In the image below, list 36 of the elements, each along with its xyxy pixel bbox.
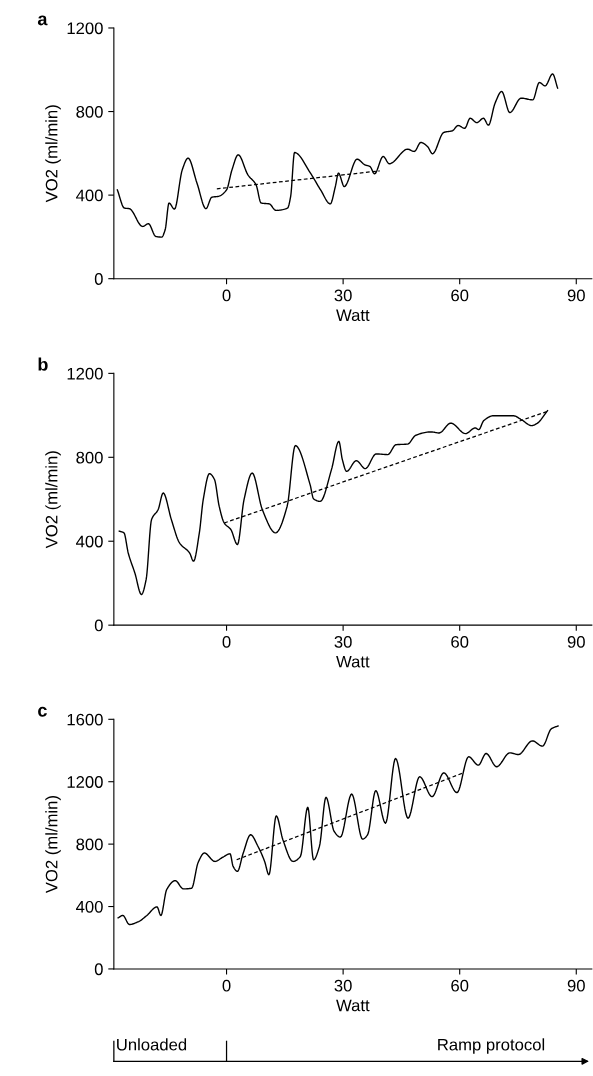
- x-tick-label: 60: [451, 979, 469, 992]
- y-tick-label: 0: [94, 963, 103, 976]
- y-tick-label: 400: [76, 189, 103, 202]
- y-tick-label: 800: [76, 838, 103, 851]
- y-tick-label: 1200: [67, 367, 103, 380]
- text: Unloaded: [117, 1038, 187, 1051]
- y-tick-label: 1600: [67, 713, 103, 726]
- x-tick-label: 0: [222, 636, 231, 648]
- x-tick-label: 90: [567, 636, 585, 648]
- chart-title: a: [37, 15, 48, 26]
- y-axis-title: VO2 (ml/min): [45, 105, 61, 203]
- y-tick-label: 400: [76, 535, 103, 548]
- y-tick-label: 800: [76, 105, 103, 118]
- x-axis-title: Watt: [336, 655, 370, 668]
- y-tick-label: 1200: [67, 776, 103, 788]
- x-tick-label: 30: [334, 979, 352, 992]
- y-tick-label: 1200: [67, 22, 103, 35]
- x-tick-label: 0: [222, 979, 231, 992]
- x-tick-label: 60: [451, 289, 469, 302]
- y-tick-label: 400: [76, 900, 103, 913]
- x-axis-title: Watt: [336, 999, 370, 1012]
- y-tick-label: 0: [94, 619, 103, 632]
- y-axis-title: VO2 (ml/min): [45, 796, 61, 894]
- chart-title: c: [38, 706, 47, 717]
- x-tick-label: 60: [451, 636, 469, 648]
- y-axis-title: VO2 (ml/min): [45, 451, 61, 549]
- x-tick-label: 90: [567, 289, 585, 302]
- x-tick-label: 90: [567, 979, 585, 992]
- chart-title: b: [38, 357, 48, 371]
- text: Ramp protocol: [438, 1038, 545, 1054]
- y-tick-label: 800: [76, 451, 103, 464]
- y-tick-label: 0: [94, 273, 103, 285]
- x-tick-label: 0: [222, 289, 231, 302]
- x-axis-title: Watt: [336, 309, 370, 322]
- x-tick-label: 30: [334, 289, 352, 302]
- x-tick-label: 30: [334, 636, 352, 648]
